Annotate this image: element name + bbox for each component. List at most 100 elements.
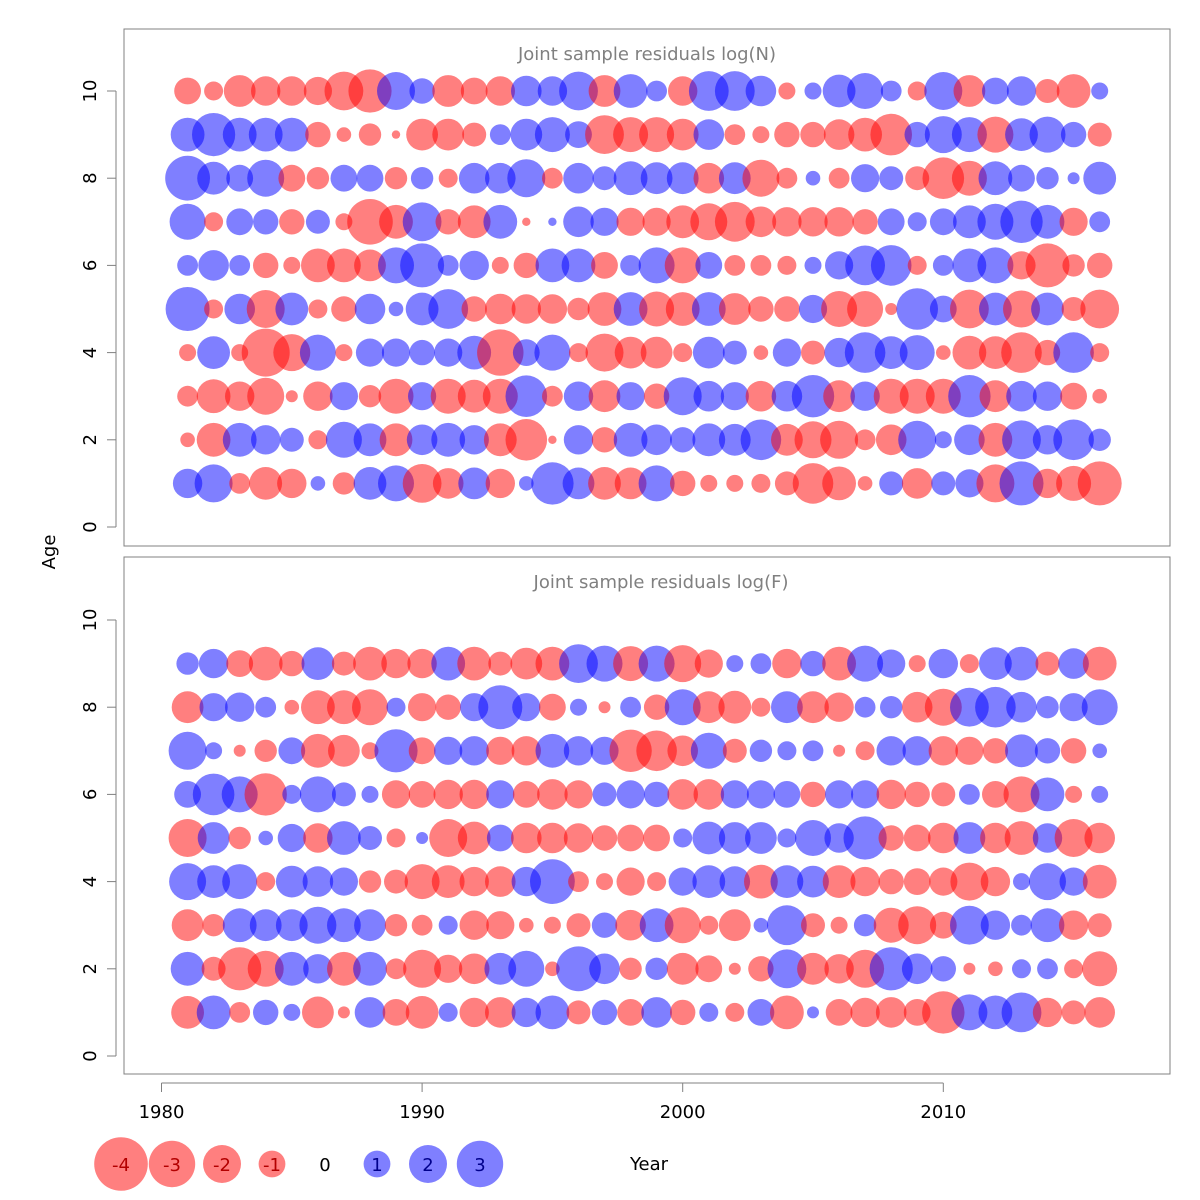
residual-bubble [519,476,534,491]
residual-bubble [901,468,933,499]
residual-bubble [284,699,300,715]
residual-bubble [563,425,594,455]
residual-bubble [619,957,642,980]
legend-entry: 2 [409,1145,447,1183]
residual-bubble [725,1002,745,1022]
residual-bubble [327,690,361,725]
residual-bubble [774,471,799,496]
residual-bubble [1081,689,1118,726]
residual-bubble [432,75,465,107]
legend-entry: 0 [319,1155,330,1176]
residual-bubble [1060,738,1087,764]
residual-bubble [673,828,693,848]
residual-bubble [878,825,904,851]
residual-bubble [847,645,884,682]
residual-bubble [875,997,907,1028]
legend-bubble [363,1150,391,1178]
residual-bubble [176,652,199,675]
residual-bubble [804,256,822,274]
residual-bubble [638,465,675,502]
residual-bubble [279,209,305,235]
y-tick-label: 0 [80,521,101,532]
residual-bubble [1059,207,1088,236]
residual-bubble [952,248,987,283]
residual-bubble [1087,913,1112,938]
legend-bubble [258,1150,286,1178]
residual-bubble [485,468,515,499]
residual-bubble [822,466,856,501]
residual-bubble [873,907,909,943]
residual-bubble [617,999,644,1026]
residual-bubble [692,423,726,457]
residual-bubble [592,166,617,191]
legend-label: 0 [319,1155,330,1176]
residual-bubble [879,166,904,191]
residual-bubble [692,691,725,724]
residual-bubble [519,917,534,933]
residual-bubble [328,734,360,767]
residual-bubble [718,162,751,195]
residual-bubble [437,255,459,276]
residual-bubble [850,997,880,1028]
residual-bubble [331,296,357,322]
residual-bubble [820,420,859,459]
residual-bubble [458,162,490,194]
residual-bubble [695,955,723,983]
residual-bubble [795,820,831,856]
residual-bubble [591,252,618,279]
residual-bubble [361,785,379,803]
residual-bubble [922,991,965,1034]
y-tick-label: 2 [80,434,101,445]
residual-bubble [404,864,440,900]
residual-bubble [1053,332,1094,373]
residual-bubble [171,996,205,1029]
residual-bubble [165,287,210,331]
residual-bubble [807,1006,819,1019]
residual-bubble [168,731,207,770]
residual-bubble [673,343,693,363]
residual-bubble [277,468,307,499]
residual-bubble [305,121,331,148]
residual-bubble [1077,461,1122,506]
residual-bubble [478,685,523,730]
residual-bubble [693,119,725,150]
residual-bubble [564,780,593,809]
residual-bubble [613,117,649,153]
residual-bubble [1058,648,1089,679]
plot-frame [123,556,1171,1075]
residual-bubble [329,867,358,896]
residual-bubble [699,1002,719,1022]
residual-bubble [381,648,411,679]
residual-bubble [666,205,700,239]
residual-bubble [592,782,617,807]
residual-bubble [1035,651,1060,676]
residual-bubble [980,822,1011,854]
residual-bubble [406,424,438,456]
residual-bubble [197,161,231,195]
residual-bubble [171,691,204,724]
residual-bubble [953,75,986,107]
residual-bubble [457,646,492,681]
bubble-layer [165,69,1122,506]
residual-bubble [1001,992,1042,1033]
residual-bubble [1088,428,1111,451]
residual-bubble [693,162,725,194]
residual-bubble [718,822,751,854]
residual-bubble [616,207,645,236]
residual-bubble [718,690,752,724]
residual-bubble [335,344,353,362]
residual-bubble [434,954,463,983]
residual-bubble [870,245,912,286]
residual-bubble [850,381,880,411]
residual-bubble [1060,121,1087,148]
residual-bubble [204,81,224,101]
residual-bubble [665,292,700,326]
legend-entry: -2 [203,1145,241,1183]
residual-bubble [457,205,491,239]
residual-bubble [409,339,435,366]
residual-bubble [899,378,935,414]
residual-bubble [274,117,309,152]
residual-bubble [386,828,406,848]
residual-bubble [591,427,618,453]
residual-bubble [931,471,956,496]
